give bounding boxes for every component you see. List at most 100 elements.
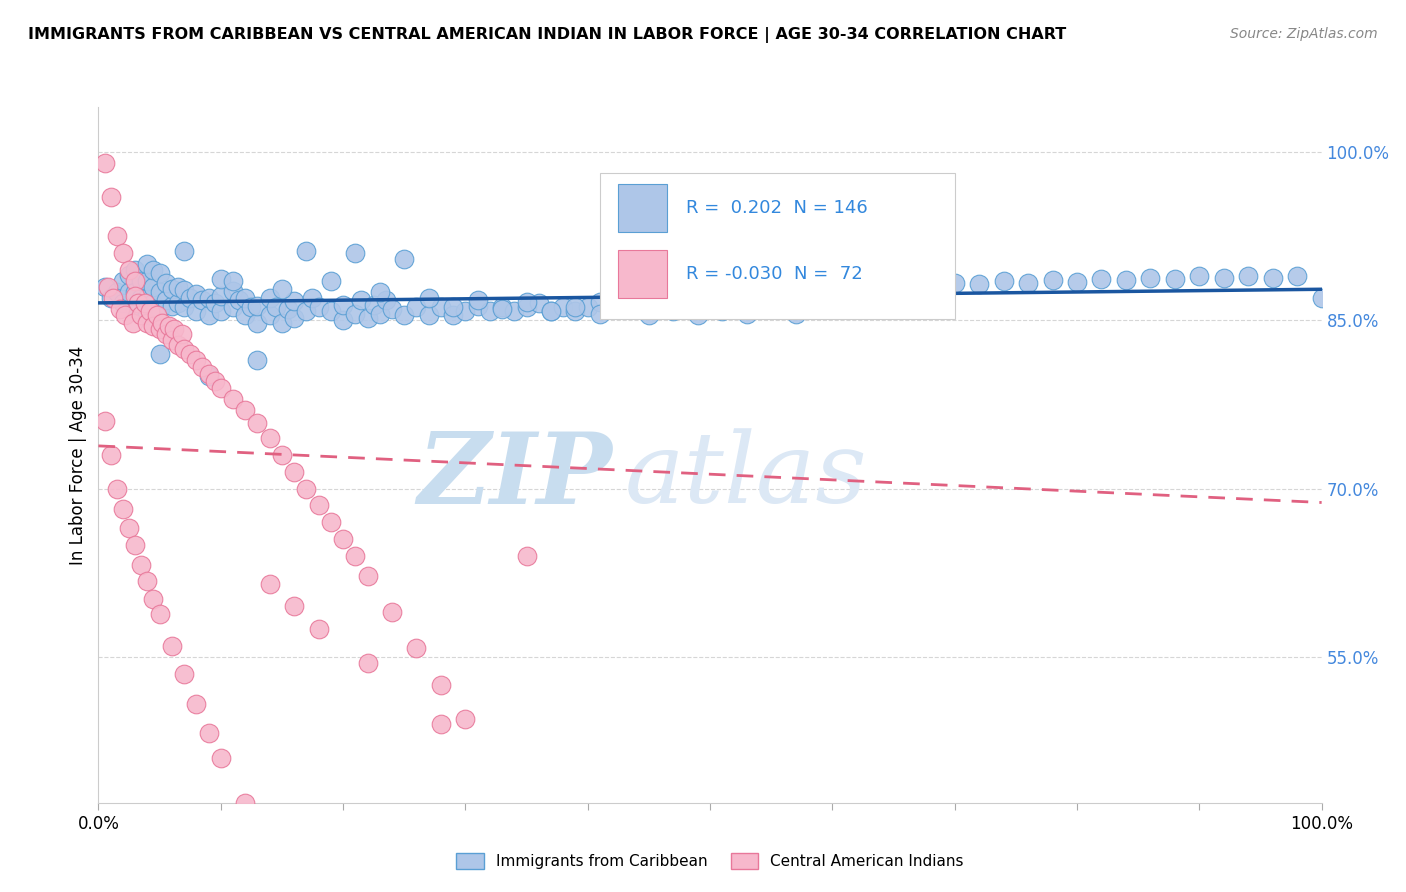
Point <box>246 316 269 330</box>
Point <box>564 300 586 314</box>
Point <box>186 304 208 318</box>
Point <box>191 293 214 307</box>
Point <box>160 299 183 313</box>
Point <box>1139 270 1161 285</box>
Point <box>441 308 464 322</box>
Point <box>405 640 427 655</box>
Point <box>637 308 661 322</box>
Point <box>1237 269 1260 284</box>
Point <box>381 301 404 316</box>
Point <box>332 313 354 327</box>
Point <box>418 291 440 305</box>
Point <box>127 296 149 310</box>
Point <box>264 300 287 314</box>
Point <box>308 300 330 314</box>
Point <box>564 304 586 318</box>
Point <box>129 308 152 322</box>
Point <box>295 244 318 258</box>
Point <box>405 300 427 314</box>
Point <box>356 569 378 583</box>
Text: ZIP: ZIP <box>418 427 612 524</box>
Point <box>1115 273 1137 287</box>
Point <box>105 229 128 244</box>
Point <box>222 300 245 314</box>
Point <box>197 291 219 305</box>
Point <box>129 558 152 572</box>
Point <box>374 293 396 307</box>
Point <box>920 279 942 293</box>
Point <box>124 274 146 288</box>
Point <box>613 295 636 310</box>
FancyBboxPatch shape <box>619 184 668 232</box>
Point <box>186 697 208 711</box>
Point <box>142 591 165 606</box>
Point <box>772 285 794 300</box>
Point <box>209 304 232 318</box>
Point <box>160 282 183 296</box>
Point <box>197 726 219 740</box>
Point <box>785 306 807 320</box>
Point <box>259 291 281 305</box>
Point <box>870 282 893 296</box>
Point <box>149 322 172 336</box>
Point <box>155 293 177 307</box>
Point <box>105 285 128 300</box>
Point <box>110 301 132 316</box>
Point <box>259 577 281 591</box>
Point <box>100 291 122 305</box>
Text: atlas: atlas <box>624 428 868 524</box>
Point <box>295 304 318 318</box>
Text: R =  0.202  N = 146: R = 0.202 N = 146 <box>686 199 868 217</box>
Point <box>173 300 195 314</box>
Point <box>540 304 562 318</box>
Point <box>381 605 404 619</box>
Point <box>124 538 146 552</box>
Point <box>277 301 299 316</box>
Point <box>118 521 141 535</box>
Point <box>295 482 318 496</box>
Point <box>124 288 146 302</box>
Point <box>134 296 156 310</box>
Point <box>662 304 685 318</box>
Point <box>441 300 464 314</box>
FancyBboxPatch shape <box>600 173 955 319</box>
Point <box>100 190 122 204</box>
Point <box>118 262 141 277</box>
Point <box>209 381 232 395</box>
Point <box>613 301 636 316</box>
Point <box>1042 273 1064 287</box>
Point <box>167 338 190 352</box>
Point <box>157 318 180 333</box>
Point <box>124 285 146 300</box>
Point <box>233 403 256 417</box>
Point <box>233 796 256 810</box>
Point <box>149 266 172 280</box>
Point <box>173 244 195 258</box>
Point <box>283 599 305 614</box>
Point <box>240 300 263 314</box>
Point <box>454 712 477 726</box>
Point <box>576 300 599 314</box>
Point <box>191 360 214 375</box>
Point <box>308 499 330 513</box>
Point <box>136 308 159 322</box>
Point <box>723 285 745 300</box>
Point <box>167 279 190 293</box>
Point <box>662 295 685 310</box>
Point <box>301 291 323 305</box>
Point <box>319 515 342 529</box>
Point <box>179 291 201 305</box>
Point <box>527 296 550 310</box>
Point <box>246 299 269 313</box>
Point <box>155 277 177 291</box>
Point <box>124 301 146 316</box>
Point <box>118 285 141 300</box>
Point <box>233 291 256 305</box>
Point <box>368 285 391 300</box>
Point <box>149 607 172 622</box>
Point <box>186 352 208 367</box>
Point <box>650 291 672 305</box>
Point <box>491 301 513 316</box>
Point <box>111 296 134 310</box>
Point <box>155 326 177 341</box>
